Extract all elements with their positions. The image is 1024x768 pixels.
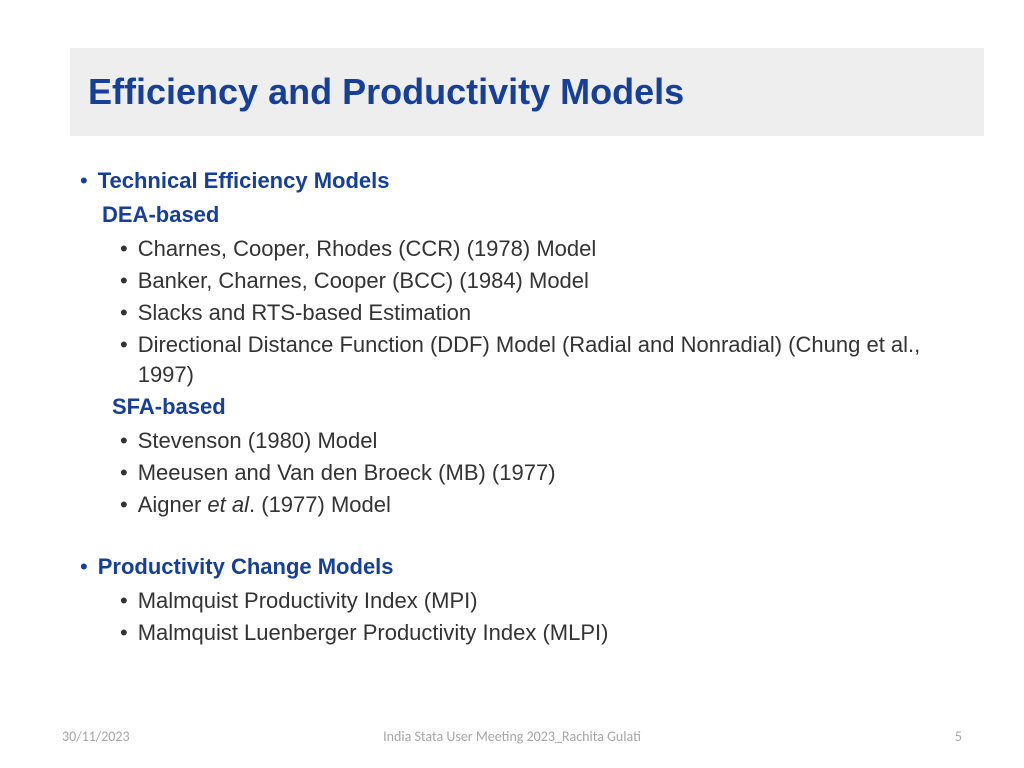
list-item-text: Charnes, Cooper, Rhodes (CCR) (1978) Mod…	[138, 234, 597, 264]
list-item: • Malmquist Luenberger Productivity Inde…	[120, 618, 964, 648]
footer-date: 30/11/2023	[62, 728, 130, 745]
list-item-text: Malmquist Luenberger Productivity Index …	[138, 618, 609, 648]
slide-title: Efficiency and Productivity Models	[88, 71, 684, 113]
list-item-text: Banker, Charnes, Cooper (BCC) (1984) Mod…	[138, 266, 589, 296]
bullet-icon: •	[80, 552, 88, 582]
bullet-icon: •	[120, 426, 128, 456]
list-item-text: Slacks and RTS-based Estimation	[138, 298, 471, 328]
bullet-icon: •	[120, 458, 128, 488]
footer-page-number: 5	[955, 728, 962, 745]
bullet-icon: •	[120, 298, 128, 328]
section-heading-row: • Productivity Change Models	[80, 552, 964, 582]
bullet-icon: •	[120, 618, 128, 648]
bullet-icon: •	[80, 166, 88, 196]
list-item: • Malmquist Productivity Index (MPI)	[120, 586, 964, 616]
section-heading-row: • Technical Efficiency Models	[80, 166, 964, 196]
list-item: • Directional Distance Function (DDF) Mo…	[120, 330, 964, 390]
list-item: • Slacks and RTS-based Estimation	[120, 298, 964, 328]
list-item: • Charnes, Cooper, Rhodes (CCR) (1978) M…	[120, 234, 964, 264]
list-item-text: Stevenson (1980) Model	[138, 426, 378, 456]
list-item: • Aigner et al. (1977) Model	[120, 490, 964, 520]
bullet-icon: •	[120, 266, 128, 296]
list-item-text: Aigner et al. (1977) Model	[138, 490, 391, 520]
slide-footer: 30/11/2023 India Stata User Meeting 2023…	[0, 726, 1024, 746]
bullet-icon: •	[120, 586, 128, 616]
subsection-heading: DEA-based	[102, 200, 964, 230]
list-item-text: Malmquist Productivity Index (MPI)	[138, 586, 478, 616]
list-item: • Banker, Charnes, Cooper (BCC) (1984) M…	[120, 266, 964, 296]
slide-title-bar: Efficiency and Productivity Models	[70, 48, 984, 136]
list-item: • Stevenson (1980) Model	[120, 426, 964, 456]
subsection-heading: SFA-based	[112, 392, 964, 422]
bullet-icon: •	[120, 490, 128, 520]
list-item: • Meeusen and Van den Broeck (MB) (1977)	[120, 458, 964, 488]
list-item-text: Directional Distance Function (DDF) Mode…	[138, 330, 964, 390]
section-heading: Productivity Change Models	[98, 552, 394, 582]
list-item-text: Meeusen and Van den Broeck (MB) (1977)	[138, 458, 556, 488]
bullet-icon: •	[120, 330, 128, 360]
bullet-icon: •	[120, 234, 128, 264]
section-heading: Technical Efficiency Models	[98, 166, 390, 196]
slide-content: • Technical Efficiency Models DEA-based …	[80, 166, 964, 650]
footer-meeting-label: India Stata User Meeting 2023_Rachita Gu…	[383, 728, 641, 745]
